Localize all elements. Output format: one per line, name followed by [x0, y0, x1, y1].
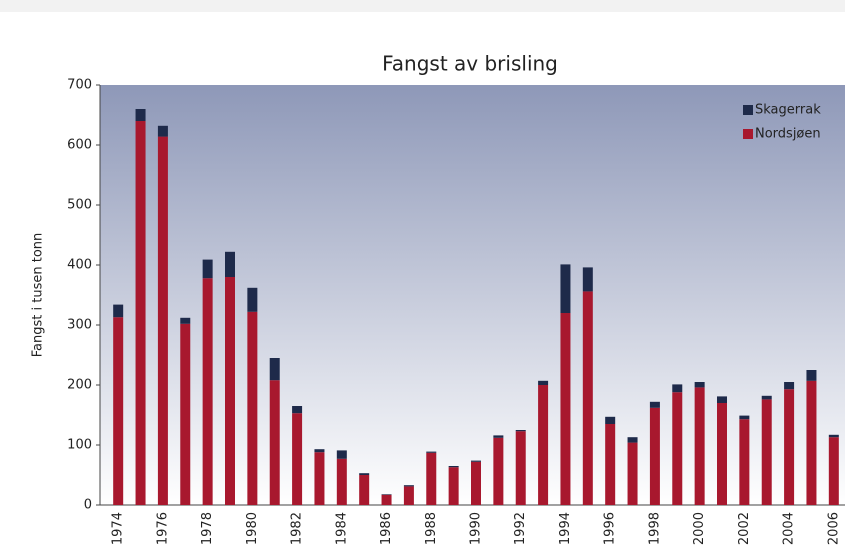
bar-segment: [113, 317, 124, 505]
bar-segment: [761, 395, 772, 400]
bar-segment: [739, 419, 750, 505]
bar-segment: [202, 259, 213, 279]
x-tick-label: 1992: [513, 512, 528, 545]
y-tick-label: 500: [67, 198, 92, 213]
bar-segment: [157, 125, 168, 137]
x-tick-label: 2000: [692, 512, 707, 545]
x-tick-label: 1976: [155, 512, 170, 545]
bar-segment: [538, 380, 549, 385]
bar-segment: [292, 406, 303, 414]
bar-segment: [225, 277, 235, 505]
bar-segment: [113, 304, 124, 318]
bar-segment: [292, 413, 303, 505]
bar-segment: [672, 392, 683, 505]
x-tick-label: 1994: [558, 512, 573, 545]
legend-label: Nordsjøen: [755, 127, 821, 142]
legend-swatch: [743, 129, 753, 139]
x-tick-label: 2006: [826, 512, 841, 545]
bar-segment: [560, 264, 571, 313]
x-tick-label: 2002: [737, 512, 752, 545]
y-tick-label: 400: [67, 258, 92, 273]
bar-segment: [806, 370, 817, 381]
x-tick-label: 2004: [782, 512, 797, 545]
bar-segment: [784, 382, 795, 390]
bar-segment: [694, 382, 705, 388]
y-axis-label: Fangst i tusen tonn: [31, 233, 46, 358]
y-tick-label: 600: [67, 138, 92, 153]
bar-segment: [336, 450, 347, 459]
bar-segment: [180, 317, 191, 324]
x-tick-label: 1980: [245, 512, 260, 545]
bar-segment: [448, 466, 459, 468]
bar-segment: [538, 385, 549, 505]
y-tick-label: 100: [67, 438, 92, 453]
bar-segment: [627, 437, 638, 443]
bar-segment: [672, 384, 683, 393]
x-tick-label: 1998: [647, 512, 662, 545]
bar-segment: [381, 494, 392, 505]
bar-segment: [649, 401, 660, 408]
bar-segment: [426, 451, 437, 453]
bar-segment: [157, 136, 168, 505]
bar-segment: [381, 494, 392, 495]
bar-segment: [493, 435, 504, 438]
bar-segment: [605, 416, 616, 424]
x-tick-label: 1984: [334, 512, 349, 545]
legend-swatch: [743, 105, 753, 115]
bar-segment: [135, 121, 146, 505]
x-tick-label: 1982: [290, 512, 305, 545]
bar-segment: [471, 460, 481, 462]
bar-segment: [269, 358, 280, 381]
bar-segment: [426, 452, 437, 505]
bar-segment: [336, 458, 347, 505]
bar-segment: [515, 430, 526, 432]
bar-segment: [605, 424, 616, 505]
bar-segment: [717, 403, 727, 505]
bar-segment: [582, 267, 593, 292]
bar-segment: [828, 437, 839, 505]
x-tick-label: 1986: [379, 512, 394, 545]
bar-segment: [314, 449, 325, 453]
bar-segment: [627, 442, 638, 505]
bar-segment: [359, 473, 370, 475]
y-tick-label: 700: [67, 78, 92, 93]
bar-segment: [314, 452, 325, 505]
bar-segment: [582, 291, 593, 505]
bar-segment: [403, 485, 414, 487]
bar-segment: [761, 399, 772, 505]
bar-segment: [180, 323, 191, 505]
x-tick-label: 1978: [200, 512, 215, 545]
bar-segment: [247, 287, 258, 312]
bar-segment: [269, 380, 280, 505]
y-tick-label: 200: [67, 378, 92, 393]
y-tick-label: 0: [84, 498, 92, 513]
bar-segment: [694, 387, 705, 505]
bar-segment: [225, 251, 235, 277]
bar-segment: [560, 313, 571, 505]
x-tick-label: 1988: [424, 512, 439, 545]
bar-segment: [828, 434, 839, 438]
x-tick-label: 1990: [469, 512, 484, 545]
bar-segment: [247, 311, 258, 505]
bar-segment: [649, 407, 660, 505]
bar-segment: [359, 475, 370, 505]
bar-segment: [493, 437, 504, 505]
legend-label: Skagerrak: [755, 103, 821, 118]
bar-segment: [717, 396, 727, 403]
bar-segment: [784, 389, 795, 505]
bar-segment: [739, 415, 750, 420]
x-tick-label: 1996: [603, 512, 618, 545]
y-tick-label: 300: [67, 318, 92, 333]
bar-segment: [806, 380, 817, 505]
bar-segment: [448, 467, 459, 505]
x-tick-label: 1974: [111, 512, 126, 545]
bar-segment: [135, 109, 146, 121]
bar-segment: [202, 278, 213, 505]
chart-title: Fangst av brisling: [382, 52, 558, 76]
bar-segment: [515, 431, 526, 505]
bar-segment: [471, 461, 481, 505]
bar-segment: [403, 486, 414, 505]
